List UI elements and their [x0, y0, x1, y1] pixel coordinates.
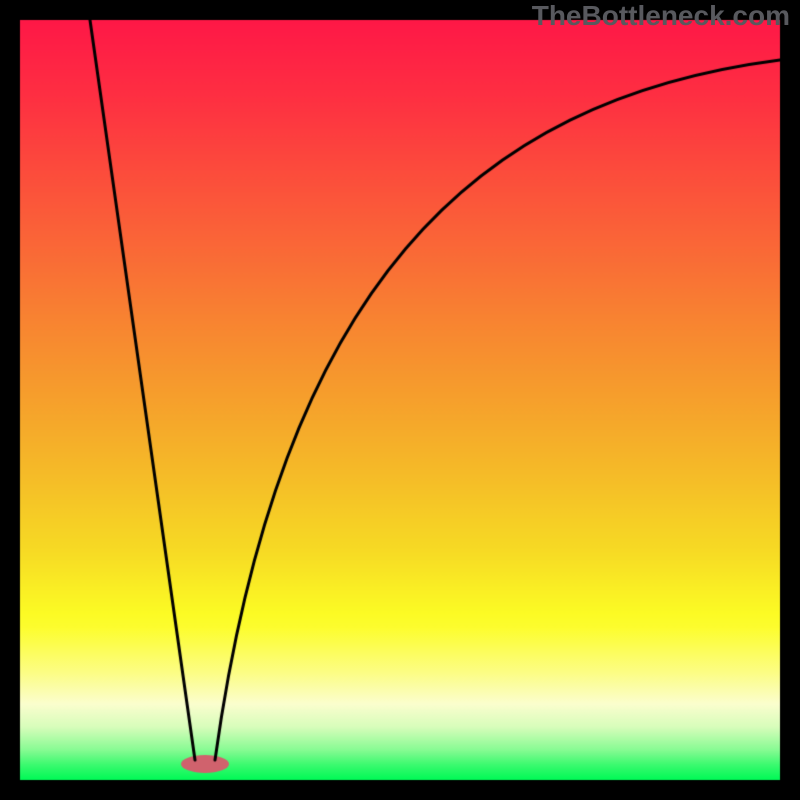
watermark-text: TheBottleneck.com [532, 0, 790, 32]
bottleneck-curve-chart [0, 0, 800, 800]
chart-container: TheBottleneck.com [0, 0, 800, 800]
